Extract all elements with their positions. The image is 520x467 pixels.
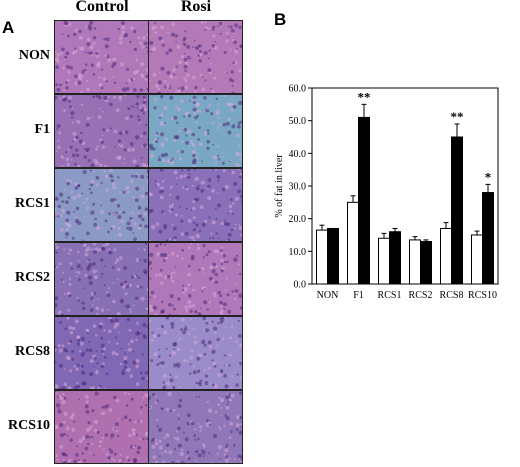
x-tick-label: RCS2 [409, 290, 433, 301]
tissue-image-rcs2-rosi [148, 242, 243, 316]
bar-rcs1-rosi [389, 231, 401, 285]
tissue-image-rcs1-control [54, 168, 149, 242]
column-header-rosi: Rosi [180, 0, 212, 15]
bar-rcs2-rosi [420, 241, 432, 285]
tissue-texture [149, 243, 242, 315]
bar-rcs8-rosi [451, 136, 463, 285]
fat-in-liver-bar-chart: 0.0 10.0 20.0 30.0 40.0 50.0 60.0 % of fat in l… [274, 84, 499, 301]
tissue-image-non-control [54, 20, 149, 94]
tissue-texture [55, 391, 148, 463]
row-label-f1: F1 [34, 122, 50, 137]
row-label-rcs10: RCS10 [7, 418, 50, 433]
row-label-rcs1: RCS1 [14, 196, 50, 211]
tissue-texture [55, 95, 148, 167]
tissue-texture [149, 169, 242, 241]
tissue-texture [149, 391, 242, 463]
tissue-image-rcs8-control [54, 316, 149, 390]
y-tick-label: 10.0 [289, 247, 307, 258]
tissue-image-non-rosi [148, 20, 243, 94]
tissue-image-f1-control [54, 94, 149, 168]
row-label-rcs2: RCS2 [14, 270, 50, 285]
y-axis-label: % of fat in liver [274, 154, 285, 218]
bar-rcs1-control [378, 237, 390, 285]
tissue-texture [55, 317, 148, 389]
significance-marker: * [485, 169, 492, 184]
bar-non-control [316, 229, 328, 285]
x-tick-label: NON [317, 290, 339, 301]
tissue-texture [149, 95, 242, 167]
row-label-non: NON [18, 48, 50, 63]
tissue-texture [149, 317, 242, 389]
tissue-texture [149, 21, 242, 93]
bar-f1-rosi [358, 116, 370, 285]
bar-rcs10-rosi [482, 192, 494, 285]
column-header-control: Control [75, 0, 129, 15]
x-tick-label: RCS8 [440, 290, 464, 301]
tissue-image-rcs10-control [54, 390, 149, 464]
y-tick-label: 30.0 [289, 182, 307, 193]
bar-rcs10-control [471, 234, 483, 285]
panel-b-letter: B [274, 10, 287, 29]
y-tick-label: 40.0 [289, 149, 307, 160]
significance-marker: ** [451, 109, 464, 124]
plot-frame [311, 87, 499, 285]
tissue-image-rcs8-rosi [148, 316, 243, 390]
x-tick-label: F1 [353, 290, 364, 301]
bar-rcs8-control [440, 227, 452, 285]
row-label-rcs8: RCS8 [14, 344, 50, 359]
tissue-image-rcs2-control [54, 242, 149, 316]
bar-rcs2-control [409, 239, 421, 285]
y-tick-label: 20.0 [289, 214, 307, 225]
x-tick-label: RCS1 [378, 290, 402, 301]
tissue-image-f1-rosi [148, 94, 243, 168]
tissue-texture [55, 243, 148, 315]
tissue-texture [55, 21, 148, 93]
bar-non-rosi [327, 227, 339, 285]
tissue-image-rcs1-rosi [148, 168, 243, 242]
bar-f1-control [347, 201, 359, 285]
tissue-image-rcs10-rosi [148, 390, 243, 464]
y-tick-label: 60.0 [289, 84, 307, 95]
tissue-texture [55, 169, 148, 241]
significance-marker: ** [358, 89, 371, 104]
panel-a-letter: A [2, 18, 15, 37]
y-tick-label: 0.0 [294, 280, 307, 291]
y-tick-label: 50.0 [289, 116, 307, 127]
x-tick-label: RCS10 [468, 290, 497, 301]
